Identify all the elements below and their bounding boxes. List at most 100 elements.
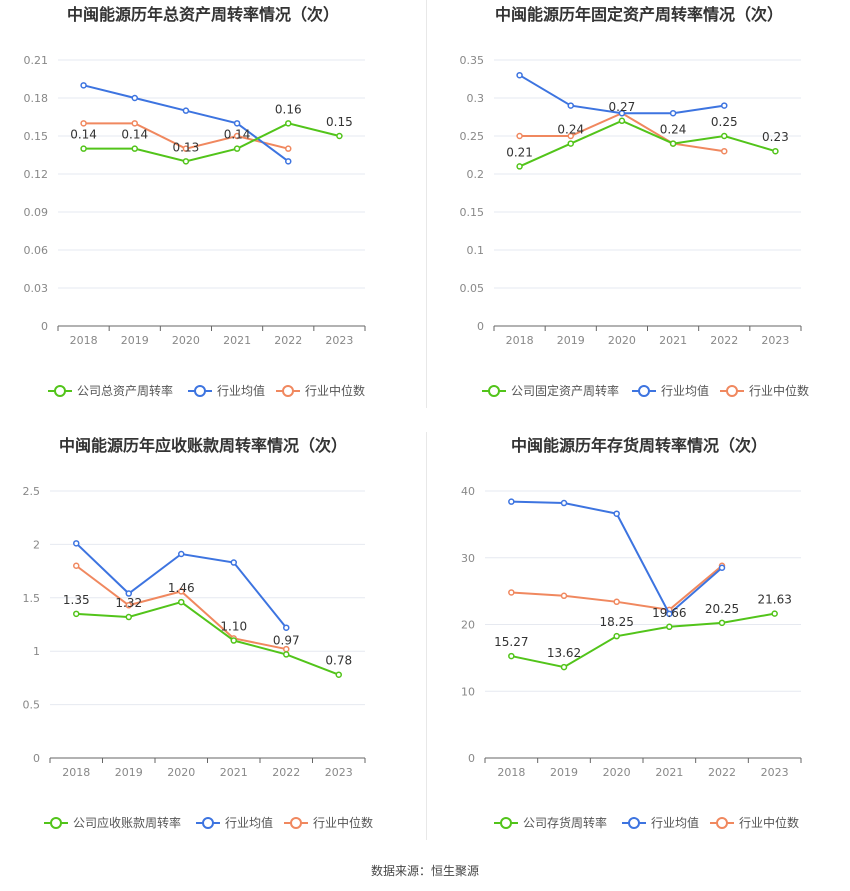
x-tick-label: 2020: [167, 766, 195, 779]
data-label: 0.14: [224, 128, 251, 142]
legend-marker: [500, 817, 512, 829]
data-label: 0.15: [326, 115, 353, 129]
data-source: 数据来源：恒生聚源: [370, 864, 479, 878]
y-tick-label: 0.12: [24, 168, 49, 181]
x-tick-label: 2018: [497, 766, 525, 779]
y-tick-label: 30: [461, 552, 475, 565]
data-point-company: [721, 132, 728, 140]
y-tick-label: 1: [33, 645, 40, 658]
legend-label: 公司存货周转率: [523, 815, 607, 830]
data-point-company: [516, 163, 523, 170]
chart-title: 中闽能源历年固定资产周转率情况（次）: [495, 5, 783, 24]
legend-marker: [290, 817, 302, 829]
legend-label: 公司应收账款周转率: [73, 815, 181, 830]
legend-label: 行业中位数: [305, 383, 365, 398]
x-tick-label: 2021: [220, 766, 248, 779]
data-point-avg: [131, 94, 138, 102]
x-tick-label: 2022: [708, 766, 736, 779]
data-point-avg: [80, 82, 87, 89]
data-point-company: [233, 145, 241, 152]
data-point-company: [178, 598, 185, 606]
data-label: 0.14: [121, 128, 148, 142]
legend-label: 公司总资产周转率: [77, 383, 173, 398]
data-label: 0.23: [762, 130, 789, 144]
x-tick-label: 2022: [710, 334, 738, 347]
x-tick-label: 2019: [550, 766, 578, 779]
data-label: 15.27: [494, 635, 528, 649]
data-label: 18.25: [599, 615, 633, 629]
data-label: 1.46: [168, 581, 195, 595]
legend-marker: [726, 385, 738, 397]
data-point-avg: [233, 120, 241, 127]
data-label: 0.97: [273, 633, 300, 647]
x-tick-label: 2021: [223, 334, 251, 347]
chart-title: 中闽能源历年总资产周转率情况（次）: [67, 5, 339, 24]
data-point-company: [335, 671, 342, 678]
y-tick-label: 0.21: [24, 54, 49, 67]
data-point-company: [771, 610, 778, 617]
chart-panel-2: 中闽能源历年固定资产周转率情况（次） 0 0.05 0.1 0.15 0.2 0.25 0.3…: [460, 5, 810, 398]
series-line-company: [76, 600, 340, 676]
series-line-company: [511, 612, 775, 669]
data-point-company: [73, 610, 80, 618]
data-label: 13.62: [547, 646, 581, 660]
y-tick-label: 0.06: [24, 244, 49, 257]
data-point-company: [283, 651, 290, 658]
x-tick-label: 2019: [121, 334, 149, 347]
data-point-company: [772, 147, 779, 155]
data-label: 0.24: [660, 123, 687, 137]
data-point-company: [125, 613, 132, 621]
y-tick-label: 0.15: [24, 130, 49, 143]
data-point-avg: [669, 109, 677, 117]
data-label: 0.21: [506, 145, 533, 159]
data-point-median: [508, 589, 515, 596]
data-point-company: [131, 145, 138, 152]
chart-title: 中闽能源历年存货周转率情况（次）: [511, 436, 767, 455]
legend-label: 行业中位数: [313, 815, 373, 830]
y-tick-label: 20: [461, 619, 475, 632]
data-point-median: [516, 132, 523, 140]
data-point-avg: [666, 610, 673, 618]
x-tick-label: 2018: [506, 334, 534, 347]
chart-panel-3: 中闽能源历年应收账款周转率情况（次） 0 0.5 1 1.5 2 2.5 2018 2019 20…: [23, 436, 374, 830]
data-point-avg: [283, 624, 290, 631]
y-tick-label: 0.2: [467, 168, 485, 181]
legend-marker: [638, 385, 650, 397]
data-point-avg: [718, 564, 726, 572]
y-tick-label: 0: [33, 752, 40, 765]
data-point-company: [508, 652, 515, 660]
data-label: 20.25: [705, 602, 739, 616]
x-tick-label: 2020: [172, 334, 200, 347]
legend-marker: [202, 817, 214, 829]
y-tick-label: 10: [461, 685, 475, 698]
y-tick-label: 0.1: [467, 244, 485, 257]
data-point-avg: [560, 499, 568, 507]
legend-marker: [54, 385, 66, 397]
data-point-avg: [178, 550, 185, 558]
legend-marker: [194, 385, 206, 397]
data-label: 1.10: [220, 620, 247, 634]
data-point-company: [182, 158, 190, 165]
x-tick-label: 2023: [761, 766, 789, 779]
legend-marker: [282, 385, 294, 397]
data-point-avg: [721, 102, 728, 109]
y-tick-label: 0.18: [24, 92, 49, 105]
data-point-avg: [285, 158, 292, 165]
legend-label: 行业中位数: [749, 383, 809, 398]
data-point-median: [613, 598, 620, 606]
legend-label: 行业均值: [661, 383, 709, 398]
x-tick-label: 2019: [115, 766, 143, 779]
legend-marker: [488, 385, 500, 397]
y-tick-label: 0.25: [460, 130, 485, 143]
chart-panel-4: 中闽能源历年存货周转率情况（次） 0 10 20 30 40 2018 2019 2020 202…: [461, 436, 802, 830]
data-label: 19.66: [652, 606, 686, 620]
y-tick-label: 0.35: [460, 54, 485, 67]
x-tick-label: 2023: [325, 334, 353, 347]
x-tick-label: 2019: [557, 334, 585, 347]
data-point-median: [233, 132, 241, 140]
data-label: 0.27: [609, 100, 636, 114]
series-line-company: [519, 119, 776, 168]
x-tick-label: 2020: [603, 766, 631, 779]
x-tick-label: 2022: [272, 766, 300, 779]
data-point-median: [125, 602, 132, 609]
